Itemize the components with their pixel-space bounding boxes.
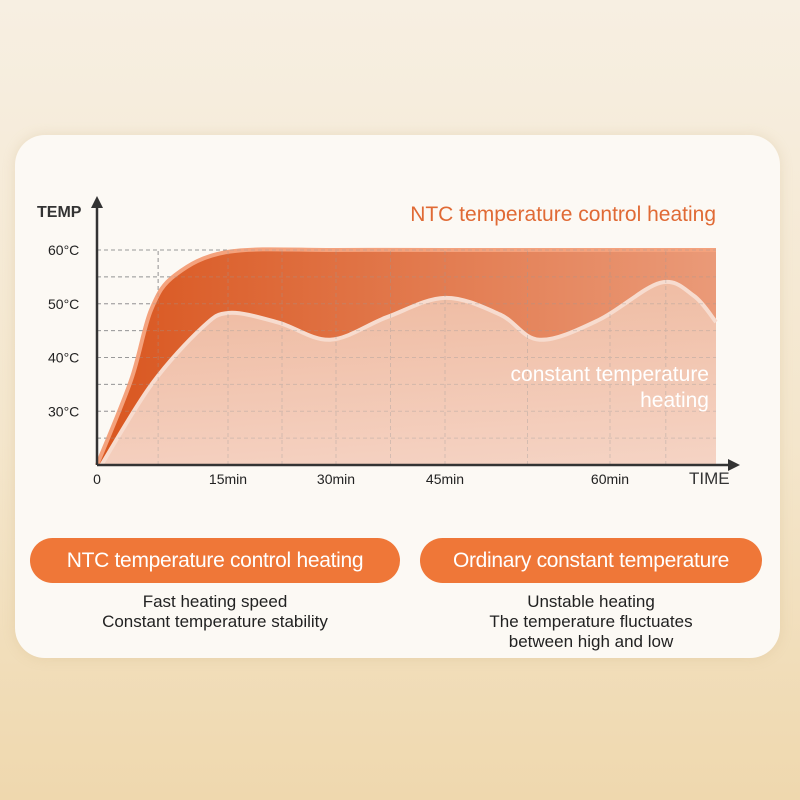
y-tick-label: 30°C (48, 403, 79, 419)
constant-series-label-line2: heating (640, 389, 709, 412)
y-axis-label: TEMP (37, 204, 82, 221)
x-tick-label: 60min (591, 471, 629, 487)
ntc-desc-line: Fast heating speed (142, 592, 288, 611)
x-axis-label: TIME (689, 469, 730, 488)
x-tick-label: 45min (426, 471, 464, 487)
y-tick-label: 50°C (48, 296, 79, 312)
y-tick-label: 60°C (48, 242, 79, 258)
ordinary-desc-line: The temperature fluctuates (489, 612, 693, 631)
ordinary-pill: Ordinary constant temperature (420, 538, 762, 583)
ntc-pill: NTC temperature control heating (30, 538, 400, 583)
ntc-line (95, 247, 716, 466)
ordinary-desc-line: between high and low (508, 632, 674, 651)
x-axis-arrow-icon (728, 459, 740, 471)
ntc-series-label: NTC temperature control heating (410, 203, 716, 226)
ntc-description: Fast heating speed Constant temperature … (30, 592, 400, 632)
constant-series-label-line1: constant temperature (511, 363, 709, 386)
ordinary-description: Unstable heating The temperature fluctua… (420, 592, 762, 652)
y-axis-arrow-icon (91, 196, 103, 208)
x-tick-label: 30min (317, 471, 355, 487)
grid-overlay (97, 249, 716, 465)
constant-line (99, 279, 718, 467)
constant-area (101, 281, 716, 465)
ntc-desc-line: Constant temperature stability (102, 612, 328, 631)
x-tick-label: 0 (93, 471, 101, 487)
y-tick-label: 40°C (48, 350, 79, 366)
ordinary-desc-line: Unstable heating (527, 592, 655, 611)
x-tick-label: 15min (209, 471, 247, 487)
